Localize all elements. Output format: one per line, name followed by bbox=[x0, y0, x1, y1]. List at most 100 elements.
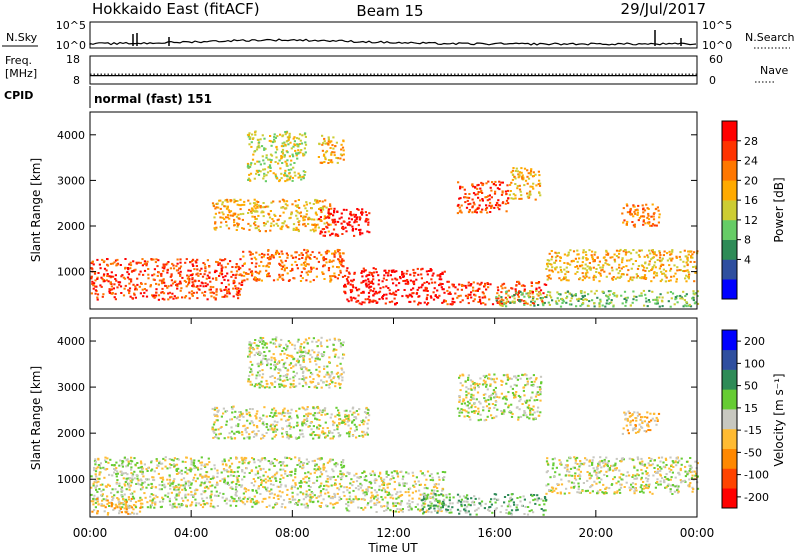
echo-cell bbox=[513, 294, 516, 296]
echo-cell bbox=[187, 480, 190, 483]
echo-cell bbox=[604, 463, 607, 466]
echo-cell bbox=[206, 478, 209, 481]
echo-cell bbox=[275, 177, 278, 179]
echo-cell bbox=[284, 456, 287, 459]
echo-cell bbox=[303, 248, 306, 251]
echo-cell bbox=[353, 474, 356, 477]
echo-cell bbox=[220, 273, 224, 276]
echo-cell bbox=[491, 181, 494, 184]
echo-cell bbox=[397, 510, 400, 513]
echo-cell bbox=[342, 464, 346, 467]
echo-cell bbox=[301, 462, 304, 465]
echo-cell bbox=[666, 259, 669, 262]
echo-cell bbox=[385, 297, 388, 300]
echo-cell bbox=[422, 511, 426, 514]
echo-cell bbox=[599, 298, 602, 301]
echo-cell bbox=[346, 279, 349, 282]
echo-cell bbox=[184, 261, 187, 264]
echo-cell bbox=[172, 264, 175, 267]
echo-cell bbox=[253, 177, 256, 180]
echo-cell bbox=[532, 182, 535, 185]
echo-cell bbox=[605, 492, 608, 495]
echo-cell bbox=[448, 511, 451, 514]
echo-cell bbox=[608, 293, 611, 296]
echo-cell bbox=[135, 483, 138, 485]
echo-cell bbox=[595, 268, 598, 270]
echo-cell bbox=[345, 498, 348, 501]
echo-cell bbox=[674, 476, 677, 479]
echo-cell bbox=[599, 266, 602, 269]
echo-cell bbox=[203, 263, 206, 266]
echo-cell bbox=[634, 260, 637, 262]
echo-cell bbox=[385, 293, 388, 296]
echo-cell bbox=[383, 510, 386, 512]
echo-cell bbox=[230, 275, 233, 278]
echo-cell bbox=[683, 299, 686, 302]
echo-cell bbox=[315, 213, 318, 216]
echo-cell bbox=[658, 250, 661, 253]
echo-cell bbox=[435, 483, 438, 486]
echo-cell bbox=[335, 141, 338, 144]
echo-cell bbox=[120, 275, 123, 278]
echo-cell bbox=[226, 262, 230, 265]
echo-cell bbox=[413, 480, 416, 483]
echo-cell bbox=[175, 269, 179, 272]
echo-cell bbox=[633, 465, 636, 468]
echo-cell bbox=[585, 269, 588, 272]
echo-cell bbox=[370, 272, 373, 274]
echo-cell bbox=[353, 234, 356, 237]
echo-cell bbox=[458, 210, 461, 213]
echo-cell bbox=[302, 170, 305, 173]
echo-cell bbox=[341, 233, 344, 235]
echo-cell bbox=[160, 274, 163, 277]
echo-cell bbox=[578, 465, 581, 468]
echo-cell bbox=[477, 191, 480, 194]
echo-cell bbox=[437, 483, 440, 486]
echo-cell bbox=[106, 495, 109, 498]
echo-cell bbox=[190, 463, 193, 466]
echo-cell bbox=[364, 220, 367, 223]
echo-cell bbox=[166, 495, 169, 498]
echo-cell bbox=[494, 493, 498, 496]
echo-cell bbox=[601, 491, 604, 494]
echo-cell bbox=[280, 259, 283, 262]
echo-cell bbox=[181, 276, 184, 279]
echo-cell bbox=[291, 498, 294, 501]
echo-cell bbox=[306, 506, 309, 509]
echo-cell bbox=[648, 260, 651, 263]
echo-cell bbox=[696, 487, 700, 490]
y-tick-label: 1000 bbox=[57, 266, 85, 279]
echo-cell bbox=[418, 489, 421, 492]
echo-cell bbox=[176, 287, 179, 290]
echo-cell bbox=[354, 213, 357, 216]
echo-cell bbox=[360, 292, 363, 294]
echo-cell bbox=[637, 204, 640, 207]
echo-cell bbox=[440, 493, 443, 496]
echo-cell bbox=[621, 261, 624, 264]
echo-cell bbox=[660, 259, 663, 262]
echo-cell bbox=[342, 228, 345, 231]
colorbar-cell bbox=[722, 219, 737, 240]
echo-cell bbox=[169, 267, 172, 270]
echo-cell bbox=[670, 469, 673, 471]
echo-cell bbox=[153, 268, 156, 271]
echo-cell bbox=[285, 164, 288, 167]
echo-cell bbox=[115, 279, 118, 282]
echo-cell bbox=[572, 466, 575, 469]
echo-cell bbox=[413, 274, 416, 277]
echo-cell bbox=[576, 456, 579, 459]
echo-cell bbox=[490, 498, 493, 501]
echo-cell bbox=[610, 266, 614, 269]
echo-cell bbox=[386, 501, 389, 504]
echo-cell bbox=[254, 270, 257, 273]
echo-cell bbox=[472, 289, 475, 292]
echo-cell bbox=[543, 283, 546, 286]
echo-cell bbox=[266, 273, 269, 276]
echo-cell bbox=[376, 497, 380, 500]
echo-cell bbox=[113, 494, 116, 497]
echo-cell bbox=[630, 258, 633, 261]
echo-cell bbox=[351, 225, 354, 228]
echo-cell bbox=[435, 504, 438, 507]
echo-cell bbox=[292, 155, 295, 158]
echo-cell bbox=[354, 495, 357, 498]
